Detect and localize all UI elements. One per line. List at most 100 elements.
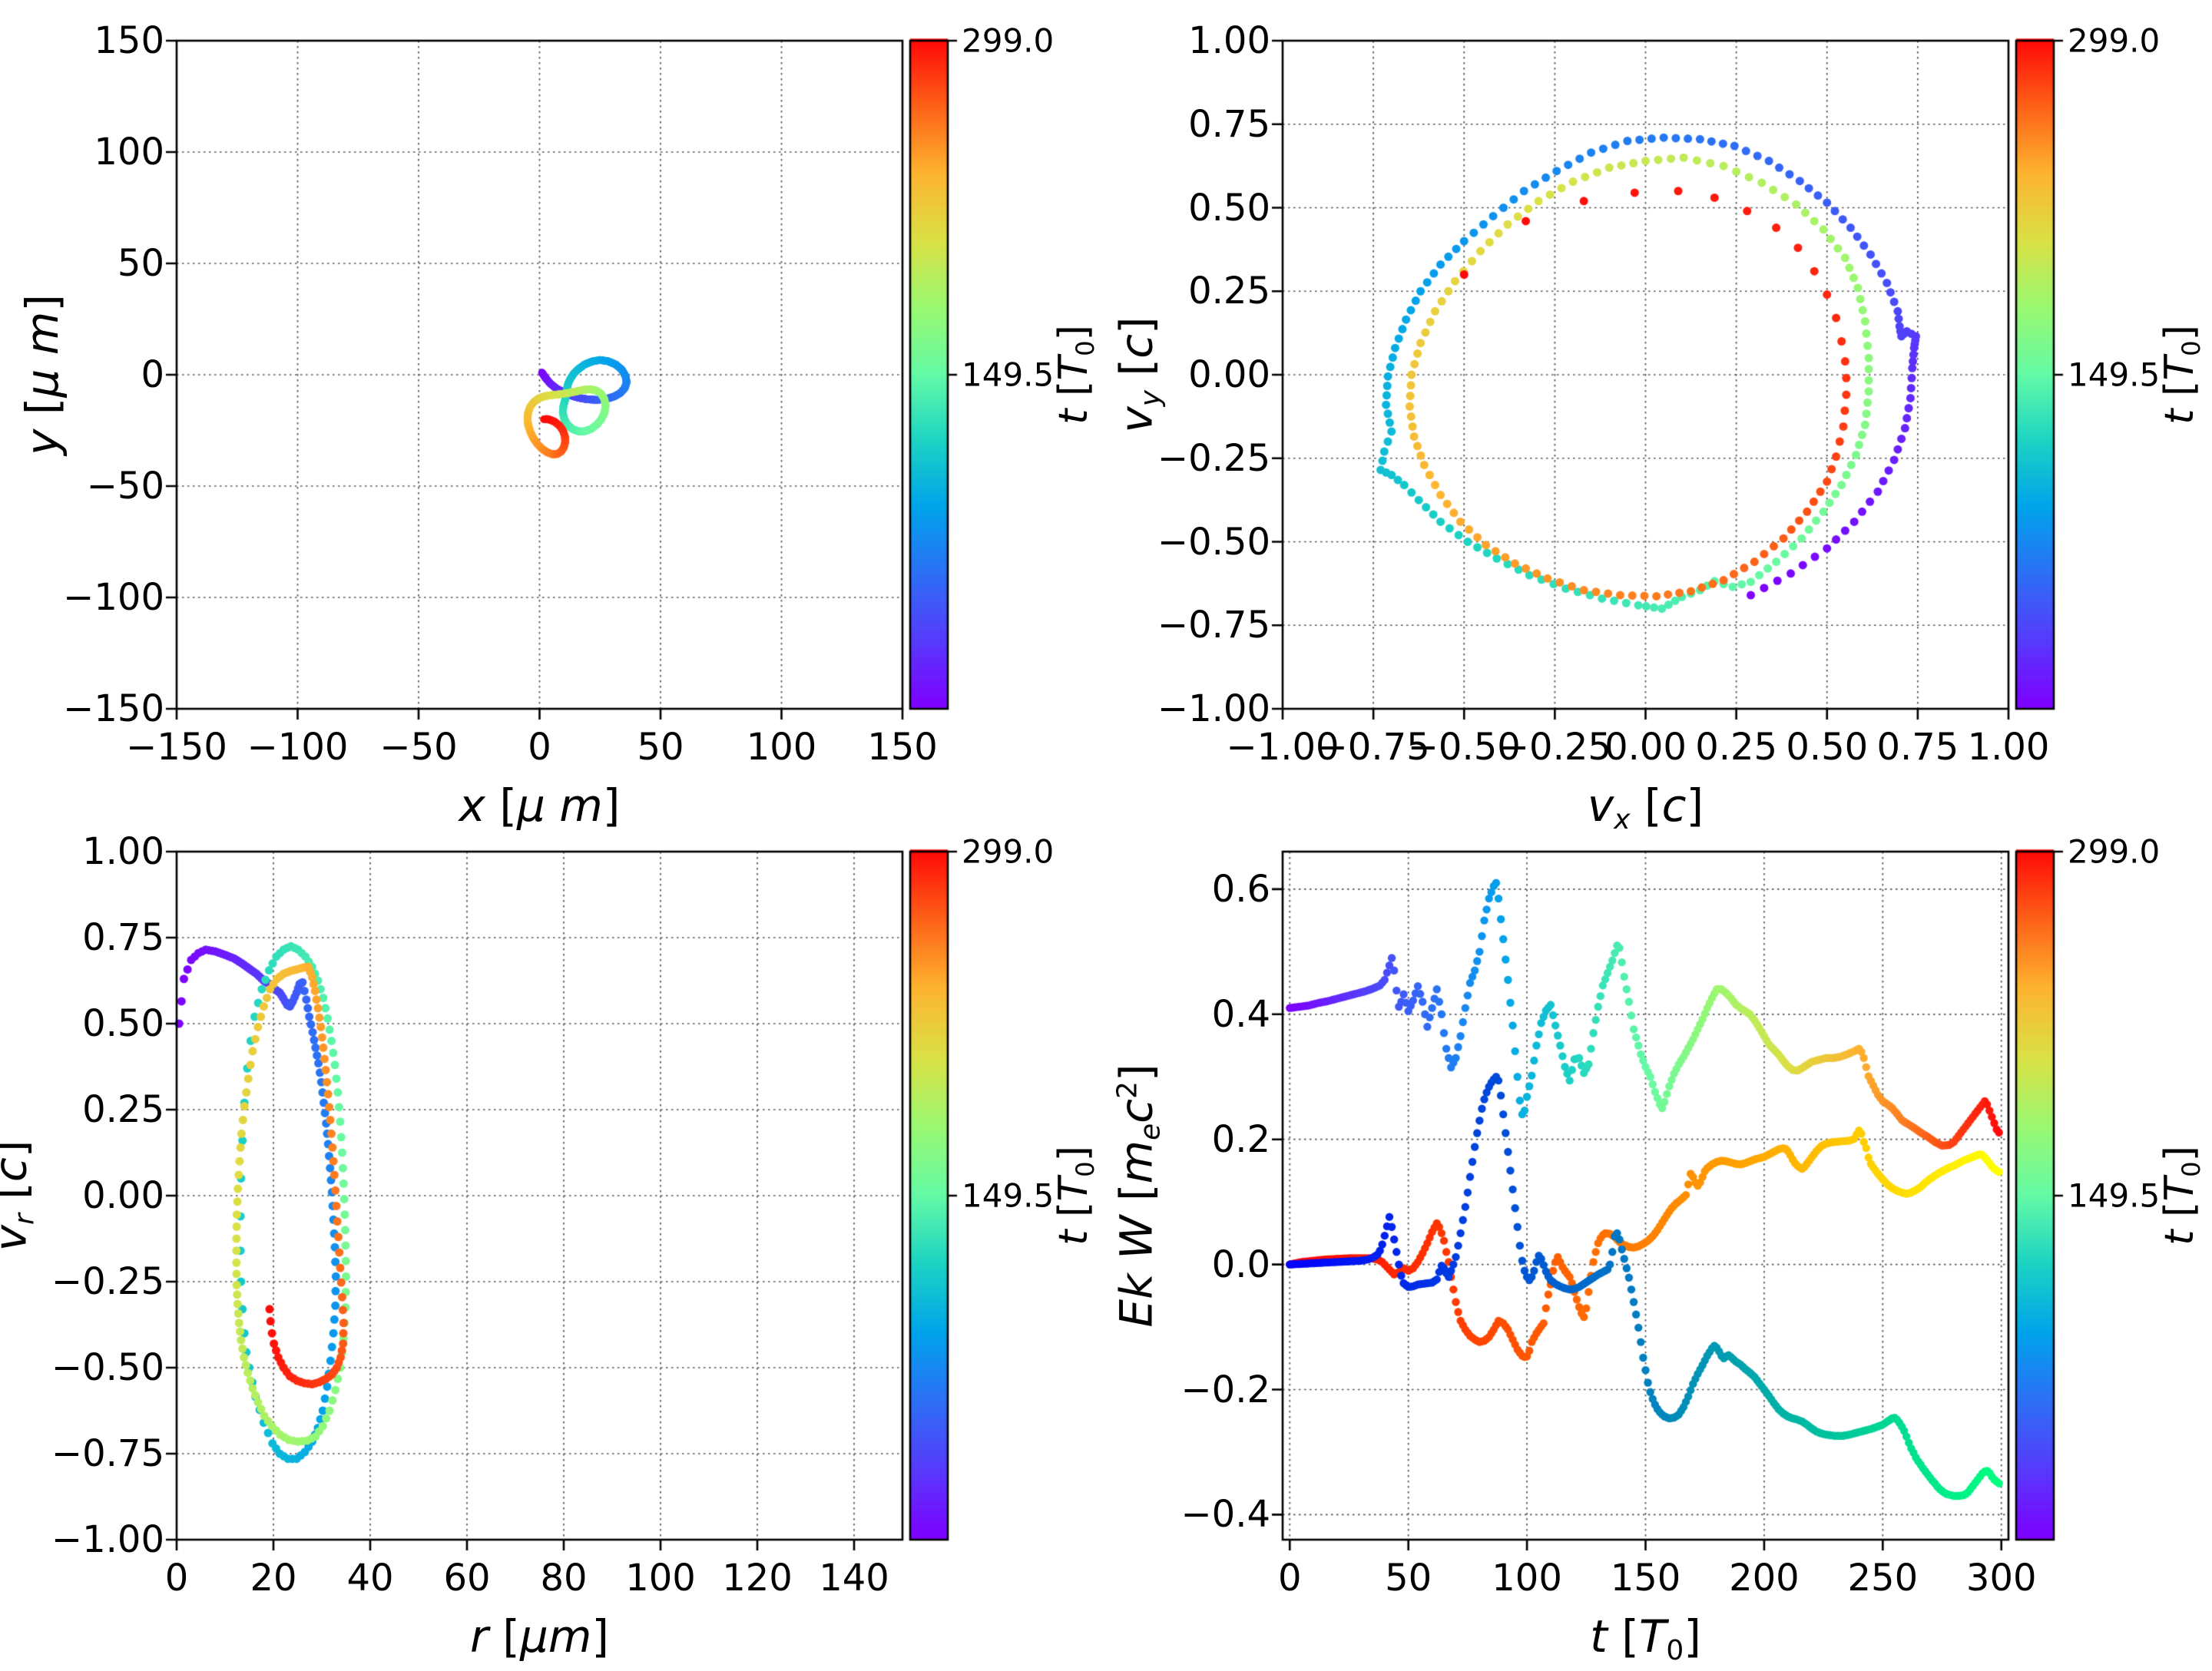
energy-x-tick-label: 250 — [1847, 1557, 1919, 1600]
xy-x-axis-label: x [μ m] — [459, 779, 621, 832]
energy-x-tick-label: 200 — [1729, 1557, 1800, 1600]
energy-x-tick-label: 0 — [1277, 1557, 1302, 1600]
xy-y-tick-label: 150 — [94, 19, 164, 62]
energy-y-tick-label: −0.4 — [1181, 1493, 1270, 1537]
xy-colorbar-title-segment: T — [1050, 356, 1097, 381]
vxvy-x-axis-label-segment: x — [1614, 804, 1631, 836]
vxvy-x-tick-label: 0.75 — [1876, 726, 1959, 769]
vxvy-y-axis-label-segment: [ — [1110, 358, 1163, 390]
xy-x-tick-label: −100 — [247, 726, 349, 769]
energy-x-axis-label-segment: ] — [1684, 1610, 1701, 1663]
xy-y-tick-label: −100 — [63, 576, 164, 619]
xy-x-tick-label: 0 — [528, 726, 551, 769]
energy-y-axis-label-segment: e — [1134, 1123, 1167, 1140]
rvr-y-tick-label: −0.50 — [51, 1346, 164, 1389]
energy-y-tick-label: 0.6 — [1211, 867, 1270, 911]
xy-x-axis-label-segment: μ m — [516, 779, 603, 832]
energy-y-axis-label-segment: [ — [1110, 1183, 1163, 1216]
vxvy-colorbar-title-segment: [ — [2156, 380, 2203, 409]
vxvy-colorbar-title: t [T0] — [2157, 325, 2206, 425]
vxvy-colorbar-mid-label: 149.5 — [2068, 356, 2161, 394]
rvr-x-tick-label: 100 — [625, 1557, 696, 1600]
rvr-x-tick-label: 40 — [346, 1557, 394, 1600]
energy-x-axis-label: t [T0] — [1590, 1610, 1701, 1666]
xy-colorbar-title-segment: t — [1050, 409, 1097, 425]
energy-y-axis-label-segment: 2 — [1111, 1081, 1144, 1099]
xy-x-tick-label: −50 — [379, 726, 458, 769]
energy-x-tick-label: 50 — [1385, 1557, 1432, 1600]
rvr-y-tick-label: 0.75 — [82, 916, 164, 959]
rvr-y-tick-label: −0.25 — [51, 1260, 164, 1303]
xy-colorbar-mid-label: 149.5 — [962, 356, 1055, 394]
rvr-colorbar-title-segment: t — [1050, 1229, 1097, 1246]
vxvy-x-tick-label: 0.50 — [1786, 726, 1869, 769]
energy-x-tick-label: 300 — [1965, 1557, 2037, 1600]
xy-x-tick-label: −150 — [126, 726, 227, 769]
xy-y-tick-label: 50 — [117, 242, 164, 285]
vxvy-x-tick-label: 1.00 — [1967, 726, 2050, 769]
energy-y-tick-label: 0.2 — [1211, 1117, 1270, 1161]
vxvy-y-tick-label: 0.75 — [1188, 102, 1270, 146]
rvr-y-axis-label: vr [c] — [0, 1140, 41, 1252]
xy-colorbar-max-label: 299.0 — [962, 22, 1055, 60]
vxvy-colorbar-title-segment: 0 — [2177, 340, 2207, 356]
vxvy-x-tick-label: −0.25 — [1498, 726, 1611, 769]
rvr-colorbar-title: t [T0] — [1051, 1146, 1100, 1246]
energy-x-axis-label-segment: 0 — [1666, 1635, 1684, 1667]
rvr-x-tick-label: 0 — [164, 1557, 189, 1600]
rvr-y-axis-label-segment: ] — [0, 1140, 36, 1158]
vxvy-y-tick-label: −0.50 — [1157, 520, 1270, 564]
xy-colorbar-title-segment: 0 — [1071, 340, 1101, 356]
vxvy-x-tick-label: −0.75 — [1316, 726, 1430, 769]
xy-x-axis-label-segment: x — [459, 779, 485, 832]
energy-x-tick-label: 100 — [1492, 1557, 1562, 1600]
xy-y-tick-label: −50 — [86, 465, 164, 508]
vxvy-x-tick-label: 0.00 — [1604, 726, 1687, 769]
rvr-colorbar-title-segment: 0 — [1071, 1161, 1101, 1177]
energy-x-axis-label-segment: T — [1638, 1610, 1667, 1663]
rvr-y-tick-label: 0.25 — [82, 1088, 164, 1131]
xy-colorbar-title-segment: [ — [1050, 380, 1097, 409]
vxvy-colorbar-title-segment: t — [2156, 409, 2203, 425]
vxvy-x-tick-label: −0.50 — [1407, 726, 1521, 769]
rvr-colorbar-title-segment: ] — [1050, 1146, 1097, 1162]
rvr-x-tick-label: 140 — [819, 1557, 889, 1600]
xy-colorbar-title-segment: ] — [1050, 325, 1097, 341]
xy-y-tick-label: −150 — [63, 687, 164, 730]
rvr-x-axis-label-segment: [ — [488, 1610, 520, 1663]
xy-y-tick-label: 0 — [141, 353, 164, 396]
energy-y-tick-label: 0.0 — [1211, 1242, 1270, 1286]
rvr-x-tick-label: 20 — [250, 1557, 297, 1600]
xy-y-axis-label-segment: μ m — [16, 311, 68, 398]
rvr-y-tick-label: −1.00 — [51, 1518, 164, 1561]
energy-x-tick-label: 150 — [1610, 1557, 1681, 1600]
xy-x-axis-label-segment: ] — [602, 779, 621, 832]
vxvy-y-axis-label-segment: v — [1110, 406, 1163, 433]
vxvy-y-tick-label: 0.00 — [1188, 353, 1270, 396]
energy-colorbar-mid-label: 149.5 — [2068, 1176, 2161, 1215]
vxvy-y-tick-label: 0.25 — [1188, 270, 1270, 313]
energy-x-axis-label-segment: [ — [1607, 1610, 1639, 1663]
rvr-x-axis-label: r [μm] — [470, 1610, 609, 1663]
rvr-y-axis-label-segment: v — [0, 1225, 36, 1251]
xy-x-axis-label-segment: [ — [485, 779, 517, 832]
energy-y-axis-label-segment: ] — [1110, 1064, 1163, 1082]
vxvy-y-axis-label-segment: c — [1110, 334, 1163, 359]
xy-x-tick-label: 150 — [867, 726, 938, 769]
rvr-x-tick-label: 80 — [540, 1557, 588, 1600]
vxvy-y-axis-label-segment: ] — [1110, 316, 1163, 335]
rvr-x-tick-label: 120 — [722, 1557, 793, 1600]
vxvy-x-tick-label: −1.00 — [1226, 726, 1339, 769]
vxvy-y-axis-label-segment: y — [1134, 390, 1167, 407]
energy-colorbar-title-segment: [ — [2156, 1201, 2203, 1230]
rvr-x-tick-label: 60 — [443, 1557, 491, 1600]
xy-y-tick-label: 100 — [94, 131, 164, 174]
energy-colorbar-title-segment: 0 — [2177, 1161, 2207, 1177]
vxvy-x-tick-label: 0.25 — [1695, 726, 1778, 769]
rvr-colorbar-mid-label: 149.5 — [962, 1176, 1055, 1215]
energy-y-tick-label: 0.4 — [1211, 992, 1270, 1036]
rvr-x-axis-label-segment: ] — [591, 1610, 609, 1663]
xy-y-axis-label-segment: [ — [16, 397, 68, 429]
rvr-y-tick-label: 1.00 — [82, 830, 164, 873]
